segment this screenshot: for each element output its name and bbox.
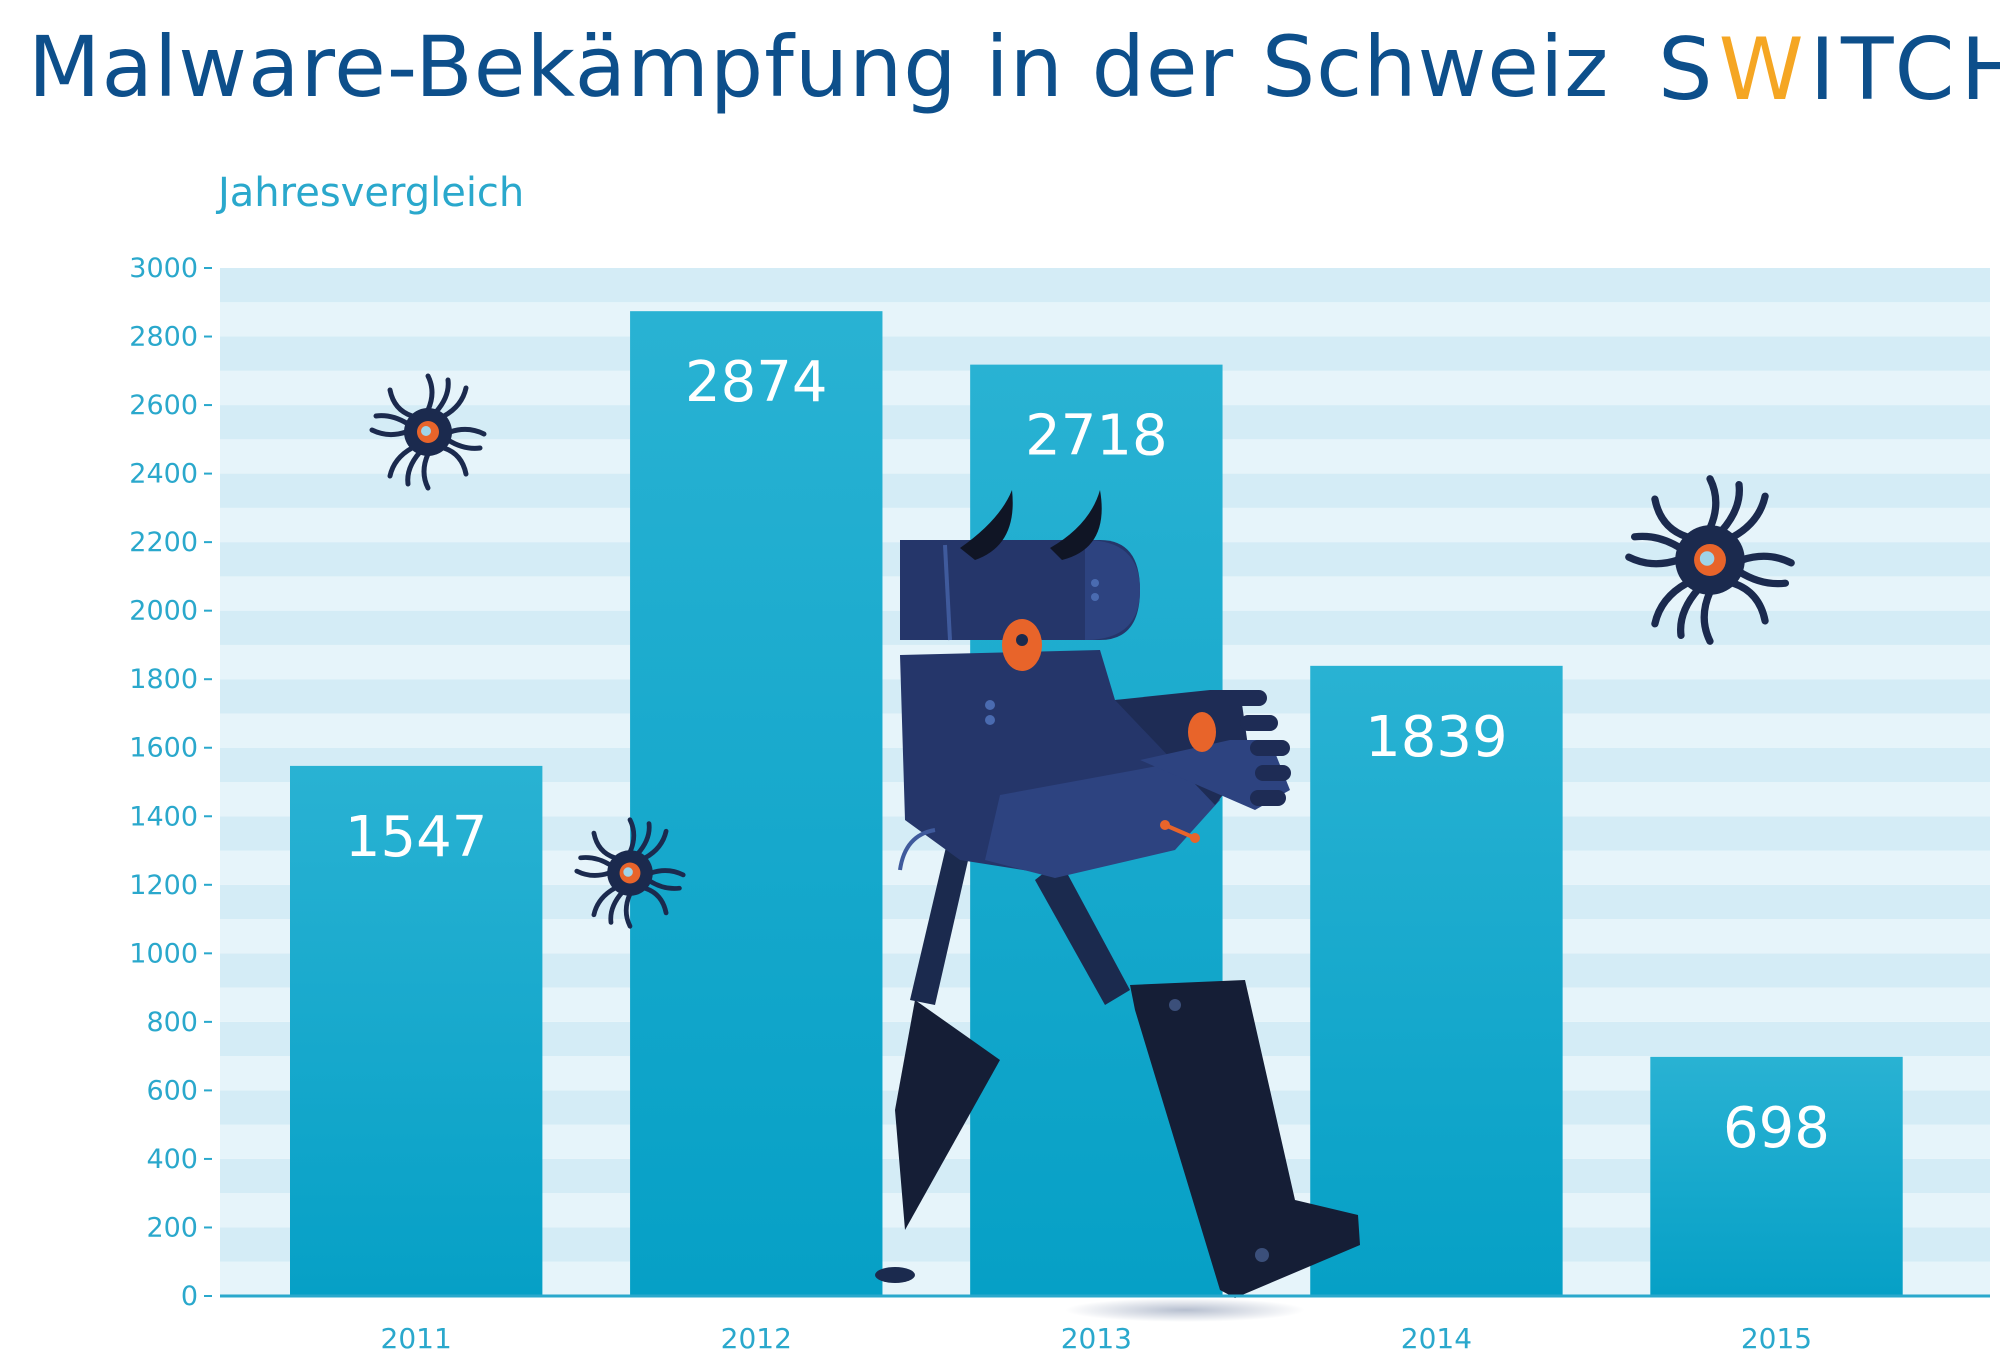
- y-tick-label: 400: [146, 1144, 198, 1175]
- logo-letter-accent: W: [1718, 20, 1810, 120]
- y-tick-label: 3000: [129, 253, 198, 284]
- background-stripe: [220, 302, 1990, 337]
- logo-letters-start: S: [1658, 20, 1719, 120]
- bar-2011: [290, 765, 543, 1296]
- y-axis: 0 200 400 600 800 1000 1200 1400 1600 1800 2000 220…: [129, 253, 212, 1312]
- y-tick-label: 1400: [129, 801, 198, 832]
- y-tick-label: 800: [146, 1007, 198, 1038]
- bars: [290, 311, 1903, 1297]
- value-labels: 1547 2874 2718 1839 698: [345, 350, 1830, 1161]
- x-tick-label-2012: 2012: [721, 1322, 792, 1355]
- y-tick-label: 1200: [129, 870, 198, 901]
- value-label-2014: 1839: [1365, 705, 1508, 770]
- y-tick-label: 2600: [129, 390, 198, 421]
- background-stripe: [220, 268, 1990, 303]
- logo-letters-end: ITCH: [1809, 20, 2000, 120]
- x-axis: 2011 2012 2013 2014 2015: [220, 1294, 1990, 1355]
- value-label-2012: 2874: [685, 350, 828, 415]
- y-tick-label: 2800: [129, 322, 198, 353]
- bar-2015: [1650, 1056, 1903, 1296]
- y-tick-label: 2000: [129, 596, 198, 627]
- value-label-2013: 2718: [1025, 404, 1168, 469]
- x-tick-label-2015: 2015: [1741, 1322, 1812, 1355]
- horned-robot-icon: [875, 490, 1360, 1322]
- bar-2012: [630, 311, 883, 1296]
- x-tick-label-2014: 2014: [1401, 1322, 1472, 1355]
- y-tick-label: 2400: [129, 459, 198, 490]
- y-tick-label: 1000: [129, 938, 198, 969]
- y-tick-label: 1800: [129, 664, 198, 695]
- switch-logo: SWITCH: [1658, 20, 2000, 120]
- value-label-2011: 1547: [345, 805, 488, 870]
- y-tick-label: 600: [146, 1075, 198, 1106]
- y-tick-label: 1600: [129, 733, 198, 764]
- page-title: Malware-Bekämpfung in der Schweiz: [28, 18, 1610, 116]
- bar-2014: [1310, 665, 1563, 1296]
- y-tick-label: 0: [181, 1281, 198, 1312]
- value-label-2015: 698: [1723, 1096, 1830, 1161]
- y-tick-label: 2200: [129, 527, 198, 558]
- x-tick-label-2013: 2013: [1061, 1322, 1132, 1355]
- y-tick-label: 200: [146, 1212, 198, 1243]
- x-tick-label-2011: 2011: [381, 1322, 452, 1355]
- chart-subtitle: Jahresvergleich: [218, 170, 525, 216]
